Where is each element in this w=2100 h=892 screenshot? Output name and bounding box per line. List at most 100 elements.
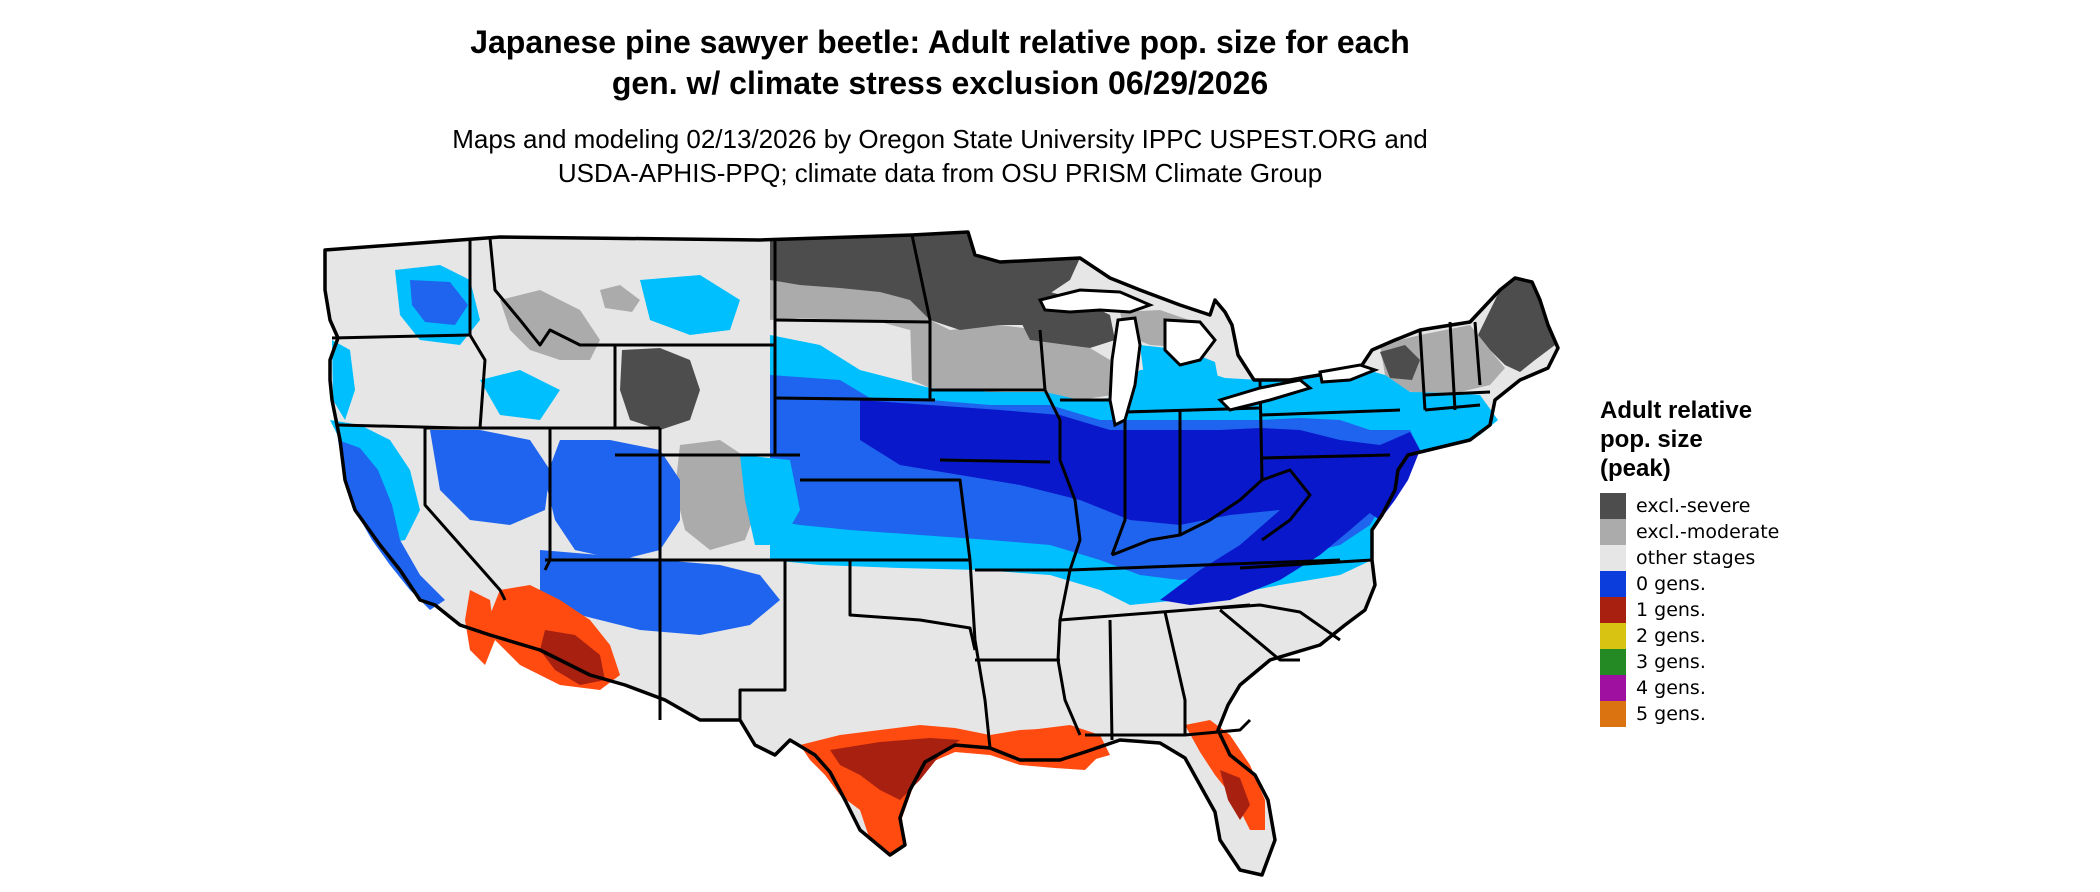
border-nh-me (1473, 321, 1482, 386)
border-wv (1261, 468, 1312, 542)
border-mississippi-river (1038, 329, 1082, 736)
border-ok-tx (848, 560, 977, 651)
legend-label: other stages (1636, 547, 1756, 569)
map-title: Japanese pine sawyer beetle: Adult relat… (400, 22, 1480, 104)
border-la-tx (973, 639, 992, 749)
gen0-light-idaho (480, 370, 560, 420)
excl-moderate-colorado (675, 440, 760, 550)
border-tn-south (1059, 603, 1251, 622)
legend-label: 2 gens. (1636, 625, 1706, 647)
border-va-nc (1239, 558, 1373, 570)
excl-moderate-minnesota (910, 320, 1045, 392)
border-sd-ne (774, 396, 936, 402)
gen0-dark-core (860, 400, 1370, 525)
legend-swatch (1600, 649, 1626, 675)
legend-item: excl.-moderate (1600, 519, 1840, 545)
legend-label: 5 gens. (1636, 703, 1706, 725)
gen0-light-mountain-montana (640, 275, 740, 335)
border-ma-south (1424, 403, 1481, 412)
legend-swatch (1600, 545, 1626, 571)
legend-title-line-2: pop. size (1600, 426, 1703, 453)
lake-ontario (1318, 363, 1380, 384)
border-ky-tn (1069, 558, 1341, 572)
legend-label: excl.-severe (1636, 495, 1751, 517)
legend-label: 0 gens. (1636, 573, 1706, 595)
gen0-zones (330, 265, 1498, 635)
legend-item: 5 gens. (1600, 701, 1840, 727)
gen1-dark-florida (1220, 770, 1250, 820)
border-pa-ny (1261, 408, 1401, 417)
border-nc-sc (1219, 603, 1341, 642)
legend-title-line-3: (peak) (1600, 455, 1671, 482)
border-il-in (1110, 400, 1127, 556)
lake-huron (1163, 318, 1217, 367)
border-ms-al (1108, 619, 1114, 741)
border-wa-or (331, 333, 471, 340)
legend-swatch (1600, 597, 1626, 623)
lake-michigan (1108, 316, 1142, 428)
border-al-ga (1163, 611, 1187, 735)
legend-item: 4 gens. (1600, 675, 1840, 701)
legend-item: 2 gens. (1600, 623, 1840, 649)
legend-items: excl.-severe excl.-moderate other stages 0 … (1600, 493, 1840, 727)
border-fl-north (1085, 718, 1252, 737)
border-pa-md (1261, 453, 1391, 460)
border-nd-sd (774, 318, 931, 324)
border-ny-vt (1418, 329, 1427, 411)
legend-swatch (1600, 701, 1626, 727)
title-line-2: gen. w/ climate stress exclusion 06/29/2… (611, 65, 1269, 101)
legend-item: excl.-severe (1600, 493, 1840, 519)
gen0-light-michigan (1140, 345, 1222, 410)
legend-title-line-1: Adult relative (1600, 397, 1753, 424)
border-nm-tx (738, 560, 787, 720)
state-borders (323, 230, 1560, 877)
gen0-mid-great-basin (430, 430, 550, 525)
legend-item: 0 gens. (1600, 571, 1840, 597)
legend-swatch (1600, 493, 1626, 519)
gen1-light-socal (465, 590, 495, 665)
border-ca-nv (423, 428, 507, 601)
border-ga-sc (1219, 608, 1300, 662)
map-subtitle: Maps and modeling 02/13/2026 by Oregon S… (380, 122, 1500, 190)
gen0-mid-west-coast (338, 440, 445, 610)
legend-title: Adult relative pop. size (peak) (1600, 396, 1840, 483)
excl-severe-wyoming-mountains (620, 348, 700, 430)
gen0-mid-utah-arizona (545, 440, 680, 560)
legend-label: 3 gens. (1636, 651, 1706, 673)
excl-severe-north (770, 232, 1080, 330)
legend-label: excl.-moderate (1636, 521, 1780, 543)
lake-erie (1217, 378, 1314, 412)
excl-moderate-wisconsin-south (1030, 340, 1112, 400)
subtitle-line-1: Maps and modeling 02/13/2026 by Oregon S… (452, 124, 1428, 154)
legend-item: 1 gens. (1600, 597, 1840, 623)
excl-severe-adirondacks (1380, 345, 1420, 380)
gen1-zones (465, 585, 1265, 855)
map-legend: Adult relative pop. size (peak) excl.-se… (1600, 396, 1840, 727)
lake-superior (1037, 288, 1155, 314)
border-ma-north (1424, 390, 1491, 397)
legend-item: 3 gens. (1600, 649, 1840, 675)
legend-swatch (1600, 571, 1626, 597)
border-vt-nh (1448, 321, 1457, 411)
gen0-light-oregon-coast (332, 340, 355, 420)
border-mo-west (950, 478, 977, 641)
legend-swatch (1600, 519, 1626, 545)
legend-label: 4 gens. (1636, 677, 1706, 699)
legend-label: 1 gens. (1636, 599, 1706, 621)
subtitle-line-2: USDA-APHIS-PPQ; climate data from OSU PR… (557, 158, 1323, 188)
legend-item: other stages (1600, 545, 1840, 571)
legend-swatch (1600, 623, 1626, 649)
gen1-dark-arizona (540, 630, 605, 685)
border-id-mt (488, 237, 615, 347)
excl-moderate-montana (600, 285, 640, 312)
title-line-1: Japanese pine sawyer beetle: Adult relat… (470, 24, 1410, 60)
great-lakes (1037, 288, 1380, 428)
legend-swatch (1600, 675, 1626, 701)
border-ky-north (1111, 478, 1264, 557)
excl-severe-maine (1478, 278, 1555, 372)
gen1-dark-texas-gulf (830, 738, 960, 800)
border-or-id-nv (468, 334, 487, 429)
border-mn-west (910, 234, 932, 400)
border-ia-mo (939, 458, 1051, 464)
